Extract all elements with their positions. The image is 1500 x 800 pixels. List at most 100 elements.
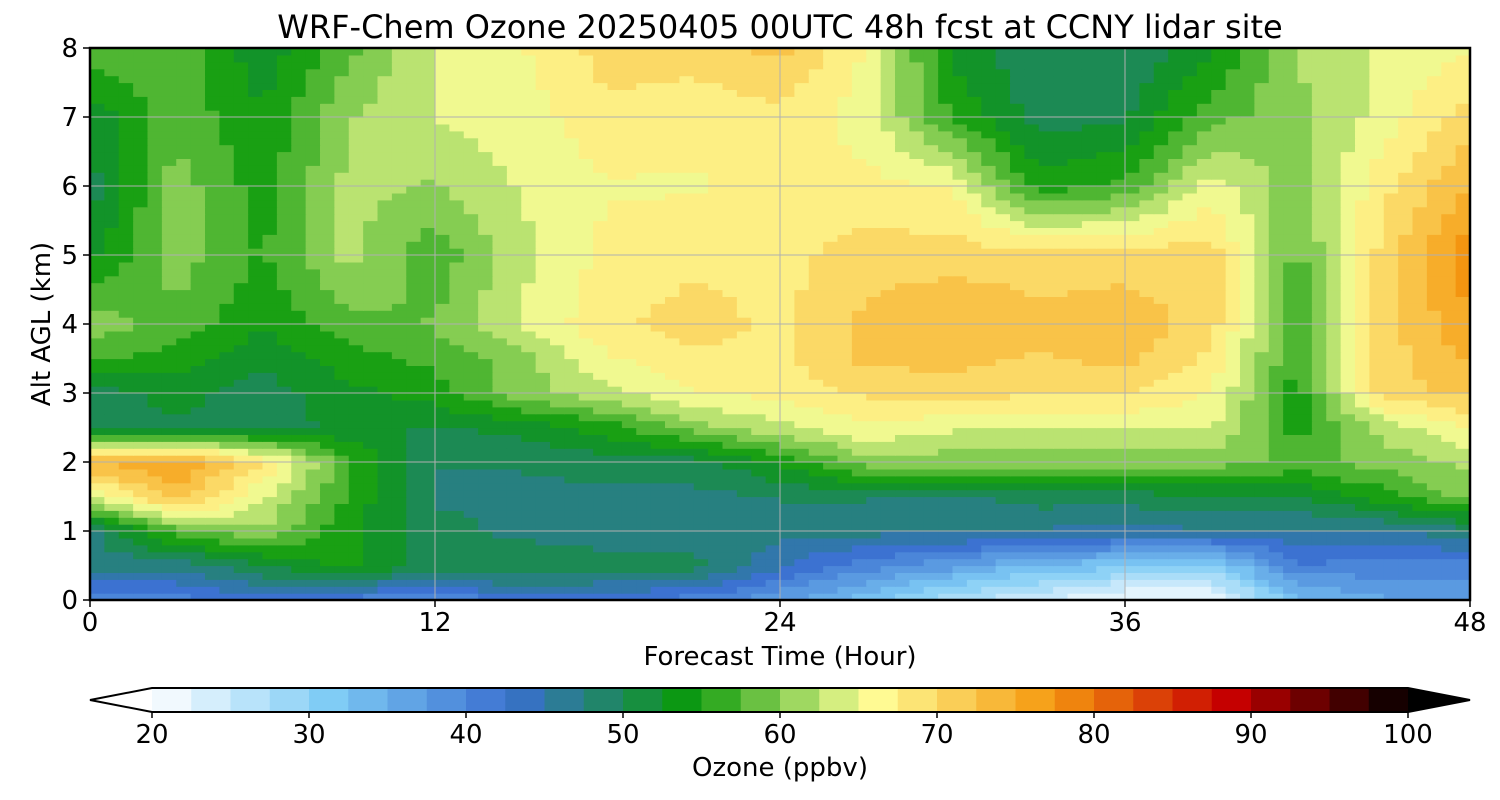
heatmap-cell (1038, 558, 1054, 567)
heatmap-cell (1398, 248, 1414, 256)
heatmap-cell (133, 593, 149, 600)
heatmap-cell (736, 565, 752, 573)
heatmap-cell (665, 365, 680, 373)
heatmap-cell (118, 344, 134, 353)
heatmap-cell (1441, 503, 1457, 511)
heatmap-cell (276, 593, 292, 600)
heatmap-cell (1398, 489, 1414, 498)
heatmap-cell (1326, 386, 1342, 394)
heatmap-cell (736, 448, 752, 456)
heatmap-cell (205, 386, 220, 394)
heatmap-cell (550, 365, 565, 373)
heatmap-cell (578, 558, 594, 567)
heatmap-cell (334, 393, 350, 401)
heatmap-cell (118, 441, 134, 449)
heatmap-cell (233, 268, 249, 277)
heatmap-cell (233, 593, 249, 600)
heatmap-cell (938, 344, 954, 353)
heatmap-cell (1139, 537, 1155, 546)
heatmap-cell (866, 275, 882, 284)
heatmap-cell (1053, 296, 1069, 304)
heatmap-cell (276, 544, 292, 553)
heatmap-cell (449, 468, 465, 477)
heatmap-cell (981, 289, 997, 297)
heatmap-cell (1038, 406, 1054, 415)
heatmap-cell (1254, 441, 1270, 449)
heatmap-cell (1383, 344, 1399, 353)
heatmap-cell (1297, 406, 1313, 415)
heatmap-cell (1125, 496, 1140, 504)
heatmap-cell (923, 406, 939, 415)
heatmap-cell (478, 330, 494, 339)
heatmap-cell (535, 427, 551, 435)
heatmap-cell (1010, 255, 1025, 263)
heatmap-cell (1311, 241, 1327, 249)
heatmap-cell (1311, 282, 1327, 291)
heatmap-cell (880, 248, 896, 256)
heatmap-cell (161, 330, 177, 339)
heatmap-cell (291, 434, 307, 442)
heatmap-cell (952, 434, 968, 442)
heatmap-cell (923, 303, 939, 311)
heatmap-cell (1211, 379, 1227, 387)
heatmap-cell (1139, 386, 1155, 394)
heatmap-cell (1053, 365, 1069, 373)
heatmap-cell (1326, 496, 1342, 504)
heatmap-cell (291, 303, 307, 311)
heatmap-cell (334, 296, 350, 304)
heatmap-cell (1067, 255, 1083, 263)
heatmap-cell (1225, 482, 1241, 491)
heatmap-cell (866, 434, 882, 442)
heatmap-cell (420, 379, 436, 387)
heatmap-cell (679, 289, 695, 297)
heatmap-cell (1168, 351, 1184, 360)
heatmap-cell (808, 310, 824, 318)
heatmap-cell (176, 468, 192, 477)
heatmap-cell (636, 441, 652, 449)
heatmap-cell (1053, 475, 1069, 484)
heatmap-cell (923, 379, 939, 387)
heatmap-cell (736, 337, 752, 346)
heatmap-cell (636, 524, 652, 532)
heatmap-cell (1355, 310, 1370, 318)
heatmap-cell (248, 586, 264, 594)
heatmap-cell (1067, 386, 1083, 394)
heatmap-cell (564, 420, 580, 429)
heatmap-cell (1038, 317, 1054, 325)
heatmap-cell (866, 482, 882, 491)
heatmap-cell (866, 551, 882, 560)
heatmap-cell (1369, 468, 1385, 477)
heatmap-cell (1441, 544, 1457, 553)
heatmap-cell (1355, 455, 1370, 463)
heatmap-cell (650, 565, 666, 573)
heatmap-cell (593, 310, 609, 318)
heatmap-cell (1125, 531, 1140, 539)
heatmap-cell (1455, 517, 1470, 525)
heatmap-cell (1455, 482, 1470, 491)
heatmap-cell (406, 593, 422, 600)
heatmap-cell (621, 406, 637, 415)
heatmap-cell (133, 551, 149, 560)
heatmap-cell (449, 558, 465, 567)
heatmap-cell (952, 579, 968, 587)
heatmap-cell (305, 289, 321, 297)
heatmap-cell (291, 255, 307, 263)
heatmap-cell (233, 255, 249, 263)
heatmap-cell (233, 337, 249, 346)
heatmap-cell (1412, 386, 1428, 394)
heatmap-cell (1139, 468, 1155, 477)
heatmap-cell (420, 544, 436, 553)
heatmap-cell (176, 275, 192, 284)
heatmap-cell (1383, 241, 1399, 249)
heatmap-cell (564, 268, 580, 277)
heatmap-cell (391, 310, 407, 318)
heatmap-cell (1441, 441, 1457, 449)
heatmap-cell (535, 503, 551, 511)
heatmap-cell (176, 524, 192, 532)
heatmap-cell (1225, 468, 1241, 477)
heatmap-cell (104, 420, 120, 429)
heatmap-cell (1240, 510, 1255, 518)
heatmap-cell (808, 261, 824, 270)
heatmap-cell (966, 289, 982, 297)
heatmap-cell (1369, 337, 1385, 346)
